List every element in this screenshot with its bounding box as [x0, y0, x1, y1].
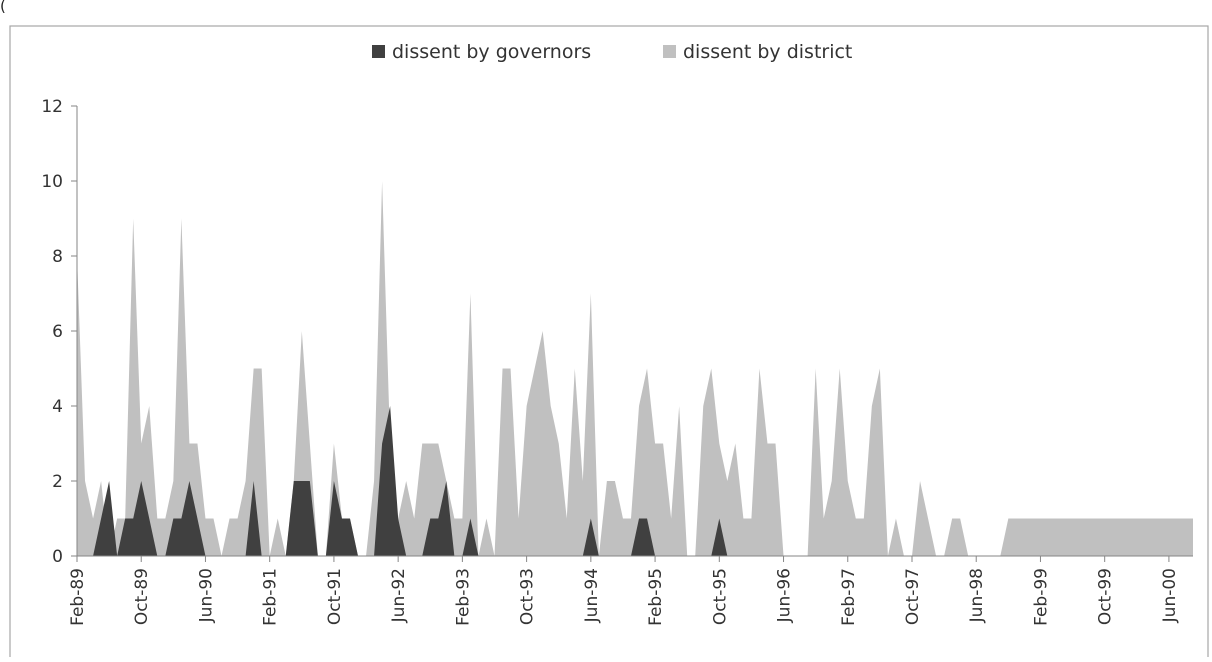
x-tick-label: Jun-98 — [967, 568, 987, 623]
y-tick-label: 0 — [52, 547, 63, 567]
y-tick-label: 10 — [41, 172, 63, 192]
x-tick-label: Feb-95 — [646, 568, 666, 626]
legend-swatch-dissent-by-district — [663, 45, 676, 58]
legend: dissent by governors dissent by district — [372, 41, 852, 63]
y-tick-label: 2 — [52, 472, 63, 492]
legend-swatch-dissent-by-governors — [372, 45, 385, 58]
x-tick-label: Jun-92 — [389, 568, 409, 623]
axes: 0 2 4 6 8 10 12 Feb-89 Oct-89 Jun-90 Feb-91 Oct-91 J… — [41, 97, 1193, 626]
chart-frame — [9, 25, 1209, 662]
x-tick-label: Jun-90 — [196, 568, 216, 623]
x-tick-label: Feb-91 — [261, 568, 281, 626]
legend-label-dissent-by-district: dissent by district — [683, 41, 852, 63]
x-tick-label: Feb-89 — [68, 568, 88, 626]
x-tick-label: Jun-00 — [1160, 568, 1180, 623]
x-tick-label: Oct-97 — [903, 568, 923, 625]
y-tick-label: 8 — [52, 247, 63, 267]
x-tick-label: Oct-99 — [1096, 568, 1116, 625]
y-tick-label: 6 — [52, 322, 63, 342]
y-tick-label: 4 — [52, 397, 63, 417]
x-tick-label: Feb-93 — [453, 568, 473, 626]
caption-fragment: ( — [0, 0, 6, 15]
series-area-dissent-by-governors — [77, 406, 1193, 556]
y-tick-label: 12 — [41, 97, 63, 117]
x-tick-label: Jun-94 — [582, 568, 602, 623]
x-tick-label: Feb-99 — [1031, 568, 1051, 626]
x-tick-label: Oct-91 — [325, 568, 345, 625]
legend-label-dissent-by-governors: dissent by governors — [392, 41, 591, 63]
series-area-dissent-by-district — [77, 181, 1193, 556]
x-tick-label: Oct-95 — [710, 568, 730, 625]
plot-area — [77, 181, 1193, 556]
x-tick-label: Oct-93 — [518, 568, 538, 625]
x-tick-label: Jun-96 — [775, 568, 795, 623]
x-tick-label: Feb-97 — [839, 568, 859, 626]
x-tick-label: Oct-89 — [132, 568, 152, 625]
